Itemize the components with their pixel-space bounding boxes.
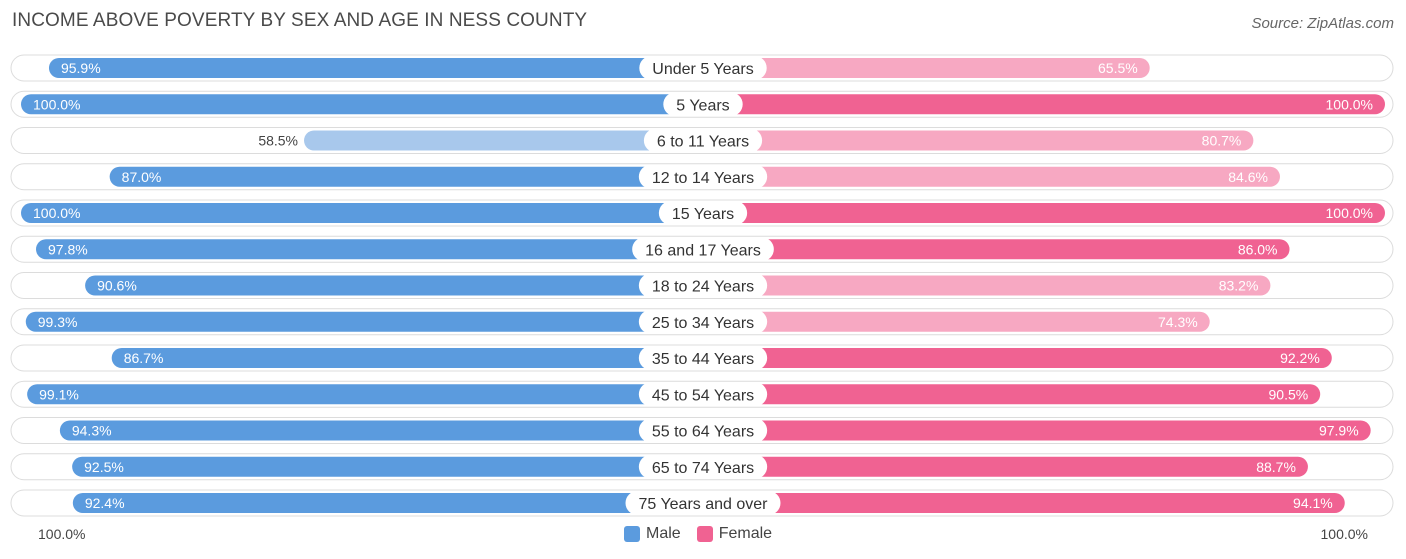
female-value-label: 90.5% <box>1269 386 1309 402</box>
male-value-label: 87.0% <box>122 169 162 185</box>
male-value-label: 99.1% <box>39 386 79 402</box>
category-label: 55 to 64 Years <box>652 424 754 441</box>
legend-label-female: Female <box>718 525 773 542</box>
category-label: 75 Years and over <box>639 496 769 513</box>
female-value-label: 65.5% <box>1098 60 1138 76</box>
category-pill <box>638 418 768 443</box>
category-label: 65 to 74 Years <box>652 460 754 477</box>
male-value-label: 100.0% <box>33 205 80 221</box>
male-value-label: 94.3% <box>72 423 112 439</box>
category-pill <box>639 56 767 80</box>
male-bar <box>48 58 704 78</box>
female-value-label: 92.2% <box>1280 350 1320 366</box>
male-bar <box>59 420 703 441</box>
legend-item-male: Male <box>624 525 681 543</box>
female-bar <box>703 203 1385 223</box>
male-bar <box>27 384 703 405</box>
category-pill <box>638 454 768 479</box>
female-value-label: 94.1% <box>1293 495 1333 511</box>
female-bar <box>703 384 1321 405</box>
male-bar <box>304 130 703 151</box>
axis-right-label: 100.0% <box>1320 526 1368 542</box>
chart-title: INCOME ABOVE POVERTY BY SEX AND AGE IN N… <box>12 10 588 31</box>
male-value-label: 58.5% <box>258 133 298 149</box>
category-pill <box>638 346 768 370</box>
male-value-label: 97.8% <box>48 241 88 257</box>
male-value-label: 92.5% <box>84 459 124 475</box>
axis-left-label: 100.0% <box>38 526 86 542</box>
category-label: 35 to 44 Years <box>652 351 754 368</box>
female-value-label: 74.3% <box>1158 314 1198 330</box>
male-bar <box>21 203 703 223</box>
category-pill <box>638 164 768 189</box>
female-value-label: 100.0% <box>1326 96 1373 112</box>
category-label: 5 Years <box>676 97 729 114</box>
female-bar <box>703 348 1332 368</box>
male-bar <box>111 348 704 368</box>
female-value-label: 83.2% <box>1219 278 1259 294</box>
male-value-label: 99.3% <box>38 314 78 330</box>
category-pill <box>625 491 781 515</box>
male-bar <box>36 239 703 260</box>
female-bar <box>703 275 1271 296</box>
male-value-label: 100.0% <box>33 96 80 112</box>
legend-label-male: Male <box>646 525 681 542</box>
female-value-label: 80.7% <box>1202 133 1242 149</box>
female-value-label: 84.6% <box>1228 169 1268 185</box>
female-bar <box>703 166 1280 187</box>
bar-chart: 95.9% 65.5% Under 5 Years 100.0% 100.0% 5 Yea… <box>10 54 1394 517</box>
female-bar <box>703 58 1150 78</box>
category-pill <box>663 92 743 117</box>
category-label: 45 to 54 Years <box>652 387 754 404</box>
legend-swatch-female <box>696 526 713 542</box>
female-bar <box>703 311 1210 332</box>
female-bar <box>703 94 1385 115</box>
male-bar <box>72 456 703 477</box>
legend: Male Female <box>624 525 788 543</box>
category-pill <box>643 128 763 153</box>
category-pill <box>658 201 748 225</box>
category-pill <box>638 273 768 298</box>
legend-swatch-male <box>624 526 640 542</box>
female-bar <box>703 493 1345 513</box>
male-bar <box>25 311 704 332</box>
female-bar <box>703 456 1308 477</box>
source-credit: Source: ZipAtlas.com <box>1251 15 1394 32</box>
male-value-label: 86.7% <box>124 350 164 366</box>
male-bar <box>72 493 703 513</box>
category-label: 12 to 14 Years <box>652 170 754 187</box>
category-pill <box>632 237 774 262</box>
category-pill <box>638 309 768 334</box>
female-value-label: 86.0% <box>1238 241 1278 257</box>
female-value-label: 97.9% <box>1319 423 1359 439</box>
female-bar <box>703 420 1371 441</box>
category-label: 16 and 17 Years <box>645 242 761 259</box>
male-bar <box>85 275 703 296</box>
female-value-label: 100.0% <box>1326 205 1373 221</box>
category-label: 25 to 34 Years <box>652 315 754 332</box>
male-bar <box>21 94 703 115</box>
category-pill <box>638 382 768 407</box>
male-value-label: 90.6% <box>97 278 137 294</box>
female-bar <box>703 239 1290 260</box>
female-value-label: 88.7% <box>1256 459 1296 475</box>
category-label: 18 to 24 Years <box>652 279 754 296</box>
category-label: 6 to 11 Years <box>657 134 749 151</box>
category-label: Under 5 Years <box>652 61 753 78</box>
male-bar <box>109 166 703 187</box>
male-value-label: 92.4% <box>85 495 125 511</box>
male-value-label: 95.9% <box>61 60 101 76</box>
female-bar <box>703 130 1254 151</box>
legend-item-female: Female <box>696 525 773 543</box>
category-label: 15 Years <box>672 206 734 223</box>
